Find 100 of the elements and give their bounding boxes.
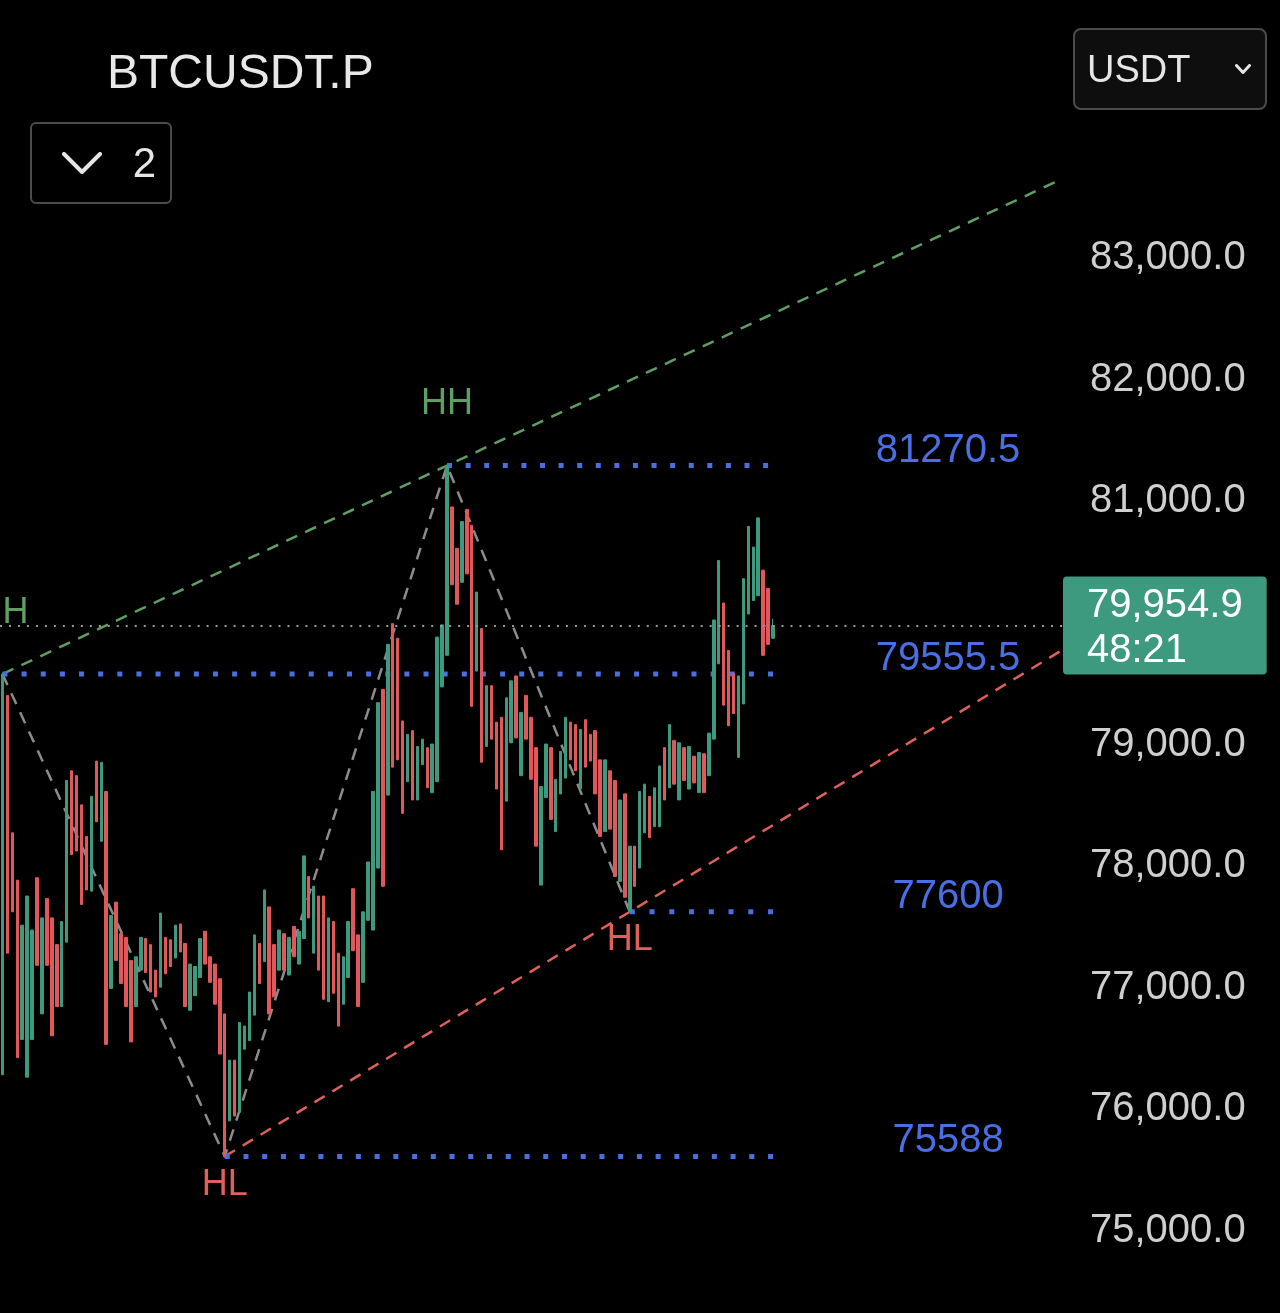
candlestick [519,711,523,777]
candlestick [104,790,108,1045]
candlestick [80,804,83,906]
candlestick [485,685,488,747]
text: 77600 [892,871,1004,916]
candlestick [322,895,325,1000]
candlestick [317,895,320,971]
y-tick-label: 81,000.0 [1090,476,1246,521]
candlestick [732,673,735,715]
candlestick [174,924,177,959]
candlestick [401,720,404,814]
candlestick [144,938,147,974]
candlestick [90,795,93,892]
candlestick [65,780,68,943]
candlestick [386,643,390,796]
candlestick [149,944,152,993]
candlestick [648,795,651,839]
candlestick [756,517,760,597]
dropdown: USDT [1073,28,1267,110]
candlestick [100,761,103,842]
candlestick [381,688,385,887]
candlestick [495,721,498,790]
candlestick [569,721,572,761]
candlestick [638,790,641,869]
y-tick-label: 78,000.0 [1090,841,1246,886]
data-label: H [2,589,29,631]
candlestick [663,747,666,801]
candlestick [233,1059,236,1117]
candlestick [411,730,414,801]
candlestick [60,921,63,1008]
data-label: HL [201,1161,248,1203]
candlestick [109,914,113,989]
toggle-button: 2 [30,122,172,204]
candlestick [332,921,335,994]
candlestick [564,716,567,779]
y-tick-label: 79,000.0 [1090,719,1246,764]
y-tick-label: 76,000.0 [1090,1084,1246,1129]
data-label: HH [421,381,474,423]
candlestick [490,685,493,740]
candlestick [1,673,4,1076]
candlestick [682,747,686,782]
candlestick [6,694,9,954]
candlestick [406,733,409,783]
candlestick [312,885,315,954]
candlestick [623,793,627,898]
candlestick [702,753,706,794]
candlestick [574,724,577,772]
candlestick [85,835,88,891]
ref-line-label: 79,954.9 48:21 [1087,581,1243,671]
candlestick [70,770,73,856]
candlestick [40,917,44,1015]
candlestick [643,783,646,834]
candlestick [258,942,261,985]
candlestick [554,778,557,833]
text: 81270.5 [875,425,1021,470]
candlestick [307,876,310,919]
candlestick [603,759,607,833]
candlestick [737,675,740,758]
candlestick [154,969,157,998]
candlestick [687,745,691,790]
candlestick [672,739,676,785]
text: BTCUSDT.P [107,44,374,98]
candlestick [697,752,701,794]
candlestick [337,952,340,1027]
candlestick [618,799,622,882]
candlestick [579,728,582,790]
candlestick [514,675,518,739]
candlestick [628,845,632,913]
candlestick [292,925,296,958]
candlestick [327,917,330,1003]
candlestick [248,991,251,1042]
candlestick [771,618,775,639]
candlestick [742,578,745,705]
candlestick [426,747,429,789]
candlestick [253,934,256,1016]
candlestick [243,1025,246,1050]
candlestick [584,719,587,768]
candlestick [480,628,483,763]
candlestick [11,832,14,913]
candlestick [421,738,424,766]
candlestick [633,845,636,887]
candlestick [35,877,39,966]
candlestick [668,724,671,789]
y-tick-label: 77,000.0 [1090,962,1246,1007]
y-tick-label: 83,000.0 [1090,233,1246,278]
candlestick [263,889,266,963]
candlestick [460,521,464,583]
candlestick [692,755,696,784]
candlestick [159,912,162,988]
text: 75588 [892,1116,1004,1161]
candlestick [391,623,394,768]
text: 79555.5 [875,634,1021,679]
candlestick [396,637,399,761]
data-label: HL [606,917,653,959]
candlestick [475,591,478,672]
candlestick [277,929,281,971]
annotation: 2 [132,139,156,187]
y-tick-label: 82,000.0 [1090,354,1246,399]
candlestick [416,745,419,801]
candlestick [549,747,553,820]
